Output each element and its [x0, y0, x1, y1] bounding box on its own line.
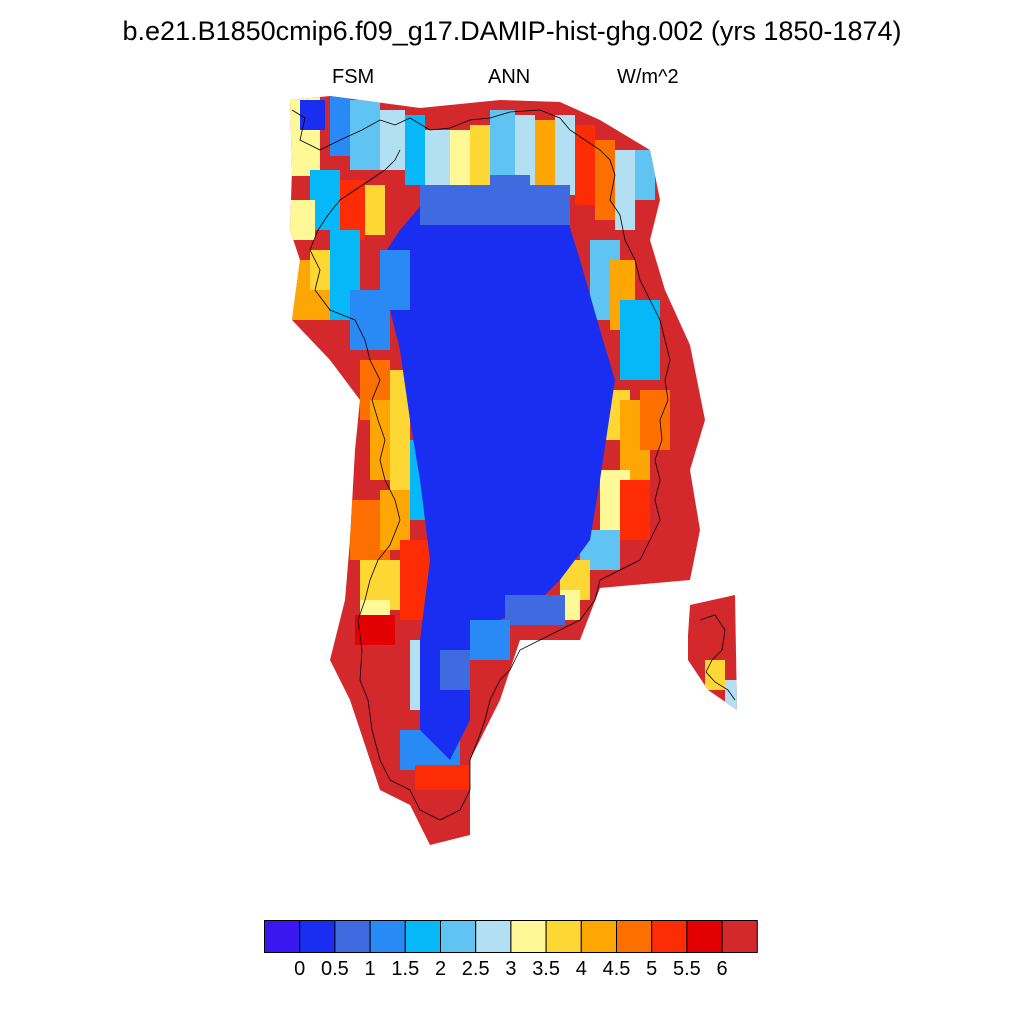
colorbar-swatch [616, 920, 653, 953]
colorbar-swatch [686, 920, 723, 953]
subtitle-variable: FSM [332, 66, 375, 88]
colorbar-tick-label: 1.5 [391, 958, 420, 980]
colorbar-tick-label: 4 [575, 958, 587, 980]
colorbar-tick-label: 1 [364, 958, 376, 980]
map-title: b.e21.B1850cmip6.f09_g17.DAMIP-hist-ghg.… [122, 16, 902, 46]
colorbar-tick-label: 6 [716, 958, 728, 980]
colorbar-swatch [264, 920, 301, 953]
colorbar-swatch [369, 920, 406, 953]
colorbar-swatch [440, 920, 477, 953]
colorbar-swatch [404, 920, 442, 953]
interior-core [380, 175, 615, 760]
island-field [688, 595, 737, 710]
colorbar-swatch [721, 920, 758, 953]
colorbar-swatch [299, 920, 336, 953]
colorbar-ticks: 0 0.5 1 1.5 2 2.5 3 3.5 4 4.5 5 5.5 6 [0, 958, 1024, 988]
north-coast-band [290, 96, 655, 240]
colorbar [264, 920, 758, 953]
colorbar-swatch [651, 920, 688, 953]
colorbar-swatch [510, 920, 547, 953]
subtitle-season: ANN [488, 66, 531, 88]
colorbar-tick-label: 0.5 [320, 958, 349, 980]
colorbar-tick-label: 3.5 [532, 958, 560, 980]
subtitle-units: W/m^2 [617, 66, 679, 88]
colorbar-tick-label: 4.5 [602, 958, 631, 980]
colorbar-swatch [580, 920, 617, 953]
colorbar-swatch [545, 920, 582, 953]
coastline [291, 109, 736, 821]
colorbar-swatch [334, 920, 371, 953]
colorbar-tick-label: 3 [505, 958, 517, 980]
greenland-field [290, 96, 705, 845]
colorbar-tick-label: 2 [434, 958, 447, 980]
colorbar-tick-label: 2.5 [461, 958, 490, 980]
colorbar-tick-label: 0 [294, 958, 306, 980]
colorbar-tick-label: 5.5 [672, 958, 701, 980]
colorbar-swatch [475, 920, 512, 953]
colorbar-tick-label: 5 [646, 958, 658, 980]
